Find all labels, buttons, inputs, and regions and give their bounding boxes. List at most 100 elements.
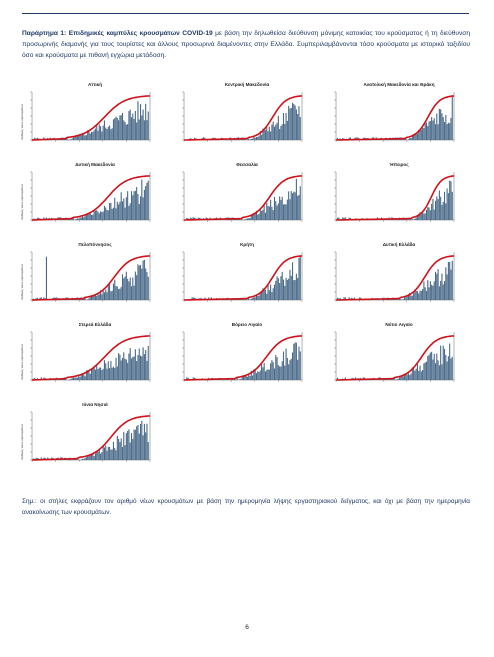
daily-cases-bar bbox=[268, 206, 270, 220]
daily-cases-bar bbox=[413, 368, 415, 380]
daily-cases-bar bbox=[434, 271, 437, 300]
daily-cases-bar bbox=[190, 217, 192, 220]
daily-cases-bar bbox=[280, 199, 282, 220]
daily-cases-bar bbox=[295, 178, 297, 220]
daily-cases-bar bbox=[130, 117, 133, 140]
daily-cases-bar bbox=[78, 374, 80, 380]
daily-cases-bar bbox=[112, 366, 115, 380]
daily-cases-bar bbox=[409, 375, 411, 380]
daily-cases-bar bbox=[142, 109, 144, 140]
daily-cases-bar bbox=[429, 352, 431, 380]
daily-cases-bar bbox=[293, 191, 295, 220]
daily-cases-bar bbox=[70, 139, 72, 140]
daily-cases-bar bbox=[277, 278, 279, 300]
daily-cases-bar bbox=[98, 124, 100, 140]
daily-cases-bar bbox=[138, 348, 140, 380]
daily-cases-bar bbox=[81, 132, 84, 140]
daily-cases-bar bbox=[92, 295, 94, 300]
daily-cases-bar bbox=[294, 342, 296, 380]
daily-cases-bar bbox=[241, 219, 243, 220]
daily-cases-bar bbox=[74, 377, 76, 380]
daily-cases-bar bbox=[85, 457, 87, 460]
daily-cases-bar bbox=[442, 345, 444, 380]
daily-cases-bar bbox=[344, 377, 346, 380]
daily-cases-bar bbox=[263, 288, 265, 300]
daily-cases-bar bbox=[248, 374, 250, 380]
daily-cases-bar bbox=[119, 115, 121, 140]
daily-cases-bar bbox=[84, 135, 86, 140]
daily-cases-bar bbox=[96, 295, 98, 300]
daily-cases-bar bbox=[87, 214, 89, 220]
cumulative-curve bbox=[31, 175, 151, 221]
daily-cases-bar bbox=[433, 353, 435, 380]
daily-cases-bar bbox=[405, 138, 407, 140]
daily-cases-bar bbox=[79, 376, 81, 380]
daily-cases-bar bbox=[115, 286, 117, 300]
panel-title: Ιόνια Νησιά bbox=[82, 402, 108, 407]
daily-cases-bar bbox=[136, 187, 138, 220]
panel-title: Ήπειρος bbox=[389, 162, 409, 167]
daily-cases-bar bbox=[414, 133, 416, 140]
daily-cases-bar bbox=[427, 207, 429, 220]
daily-cases-bar bbox=[451, 260, 453, 300]
daily-cases-bar bbox=[419, 290, 421, 300]
daily-cases-bar bbox=[134, 349, 136, 380]
daily-cases-bar bbox=[125, 124, 127, 140]
daily-cases-bar bbox=[106, 450, 108, 460]
daily-cases-bar bbox=[124, 445, 126, 460]
daily-cases-bar bbox=[34, 137, 36, 140]
daily-cases-bar bbox=[128, 429, 130, 460]
daily-cases-bar bbox=[290, 107, 292, 140]
daily-cases-bar bbox=[432, 198, 434, 220]
daily-cases-bar bbox=[87, 299, 89, 300]
daily-cases-bar bbox=[96, 452, 98, 460]
daily-cases-bar bbox=[130, 433, 133, 460]
daily-cases-bar bbox=[83, 374, 85, 380]
epidemic-curve-chart bbox=[182, 331, 303, 382]
daily-cases-bar bbox=[434, 200, 437, 220]
daily-cases-bar bbox=[107, 210, 109, 220]
daily-cases-bar bbox=[114, 279, 116, 300]
daily-cases-bar bbox=[79, 217, 81, 220]
daily-cases-bar bbox=[72, 137, 75, 140]
daily-cases-bar bbox=[436, 196, 438, 220]
daily-cases-bar bbox=[109, 203, 111, 220]
daily-cases-bar bbox=[425, 122, 428, 140]
daily-cases-bar bbox=[428, 207, 430, 220]
daily-cases-bar bbox=[258, 295, 260, 300]
daily-cases-bar bbox=[141, 115, 143, 140]
daily-cases-bar bbox=[433, 281, 435, 300]
daily-cases-bar bbox=[111, 449, 113, 460]
daily-cases-bar bbox=[449, 261, 451, 300]
daily-cases-bar bbox=[124, 207, 126, 220]
daily-cases-bar bbox=[134, 429, 136, 460]
daily-cases-bar bbox=[299, 255, 301, 300]
panel-4: Δυτική Μακεδονία Αριθμός νέων κρουσμάτων bbox=[20, 162, 168, 238]
daily-cases-bar bbox=[91, 131, 93, 140]
daily-cases-bar bbox=[250, 215, 252, 220]
daily-cases-bar bbox=[253, 212, 255, 220]
daily-cases-bar bbox=[110, 449, 112, 460]
daily-cases-bar bbox=[270, 363, 272, 380]
daily-cases-bar bbox=[120, 192, 122, 220]
daily-cases-bar bbox=[438, 286, 440, 300]
daily-cases-bar bbox=[232, 379, 234, 380]
daily-cases-bar bbox=[84, 298, 86, 300]
daily-cases-bar bbox=[281, 271, 283, 300]
daily-cases-bar bbox=[432, 120, 434, 140]
epidemic-curve-chart bbox=[30, 91, 151, 142]
daily-cases-bar bbox=[250, 298, 252, 300]
daily-cases-bar bbox=[407, 373, 409, 380]
daily-cases-bar bbox=[391, 379, 393, 380]
daily-cases-bar bbox=[246, 218, 248, 220]
daily-cases-bar bbox=[92, 454, 94, 460]
daily-cases-bar bbox=[130, 191, 133, 220]
daily-cases-bar bbox=[443, 348, 446, 380]
daily-cases-bar bbox=[192, 377, 194, 380]
daily-cases-bar bbox=[410, 219, 412, 220]
daily-cases-bar bbox=[129, 348, 131, 380]
daily-cases-bar bbox=[291, 102, 294, 140]
daily-cases-bar bbox=[273, 368, 276, 380]
daily-cases-bar bbox=[275, 124, 277, 140]
daily-cases-bar bbox=[114, 118, 116, 140]
